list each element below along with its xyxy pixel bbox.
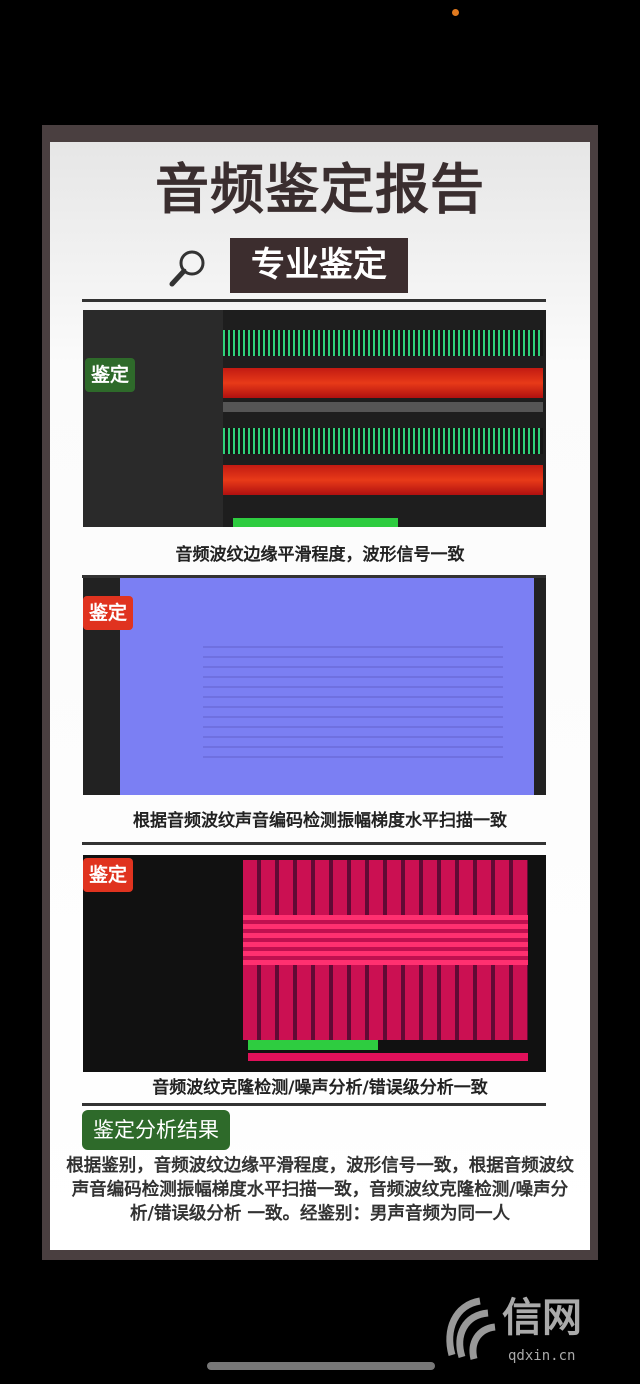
clone-detection-screenshot: 鉴定 — [83, 855, 546, 1072]
watermark-name: 信网 — [502, 1295, 582, 1341]
status-dot — [452, 9, 459, 16]
caption: 根据音频波纹声音编码检测振幅梯度水平扫描一致 — [133, 811, 507, 831]
audio-editor-screenshot: 鉴定 — [83, 310, 546, 527]
subtitle-box: 专业鉴定 — [230, 238, 408, 293]
divider — [82, 575, 546, 578]
magnifier-icon — [169, 250, 205, 287]
globe-swirl-icon — [446, 1297, 496, 1360]
home-indicator[interactable] — [207, 1362, 435, 1370]
watermark-logo: 信网 qdxin.cn — [440, 1295, 610, 1367]
result-text: 根据鉴别，音频波纹边缘平滑程度，波形信号一致，根据音频波纹声音编码检测振幅梯度水… — [66, 1156, 574, 1224]
badge: 鉴定 — [83, 858, 134, 892]
poster-title: 音频鉴定报告 — [155, 158, 485, 221]
divider — [82, 1103, 546, 1106]
spectrum-screenshot: 鉴定 — [83, 578, 546, 795]
badge: 鉴定 — [85, 358, 136, 392]
caption: 音频波纹边缘平滑程度，波形信号一致 — [175, 545, 465, 565]
caption: 音频波纹克隆检测/噪声分析/错误级分析一致 — [152, 1078, 488, 1098]
watermark-domain: qdxin.cn — [508, 1348, 576, 1364]
badge: 鉴定 — [83, 596, 134, 630]
divider — [82, 299, 546, 302]
divider — [82, 842, 546, 845]
result-label: 鉴定分析结果 — [82, 1110, 230, 1150]
